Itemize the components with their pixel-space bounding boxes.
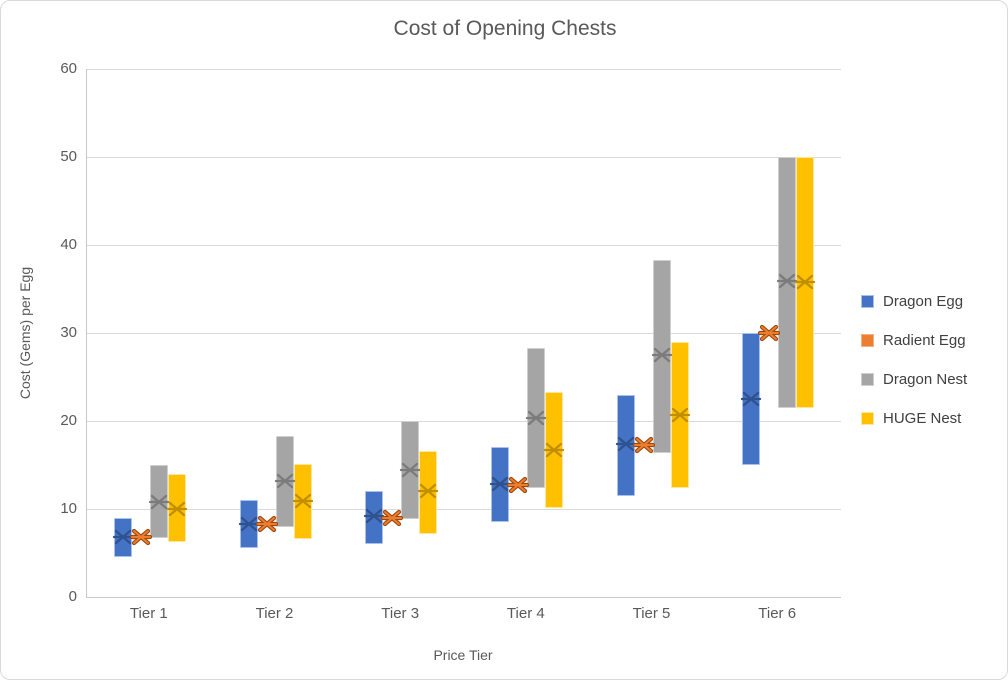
- mean-marker-huge-nest-tier-3[interactable]: [417, 482, 439, 500]
- x-tick-label: Tier 4: [506, 605, 545, 622]
- y-tick-label: 0: [68, 588, 77, 605]
- mean-marker-huge-nest-tier-2[interactable]: [292, 492, 314, 510]
- y-tick-label: 30: [60, 324, 77, 341]
- legend-swatch-dragon-egg: [861, 295, 874, 308]
- legend-label: Dragon Nest: [883, 371, 968, 388]
- mean-marker-dragon-nest-tier-5[interactable]: [651, 346, 673, 364]
- mean-marker-radient-egg-tier-5[interactable]: [632, 436, 655, 454]
- mean-marker-dragon-egg-tier-2[interactable]: [238, 515, 260, 533]
- mean-marker-huge-nest-tier-5[interactable]: [669, 406, 691, 424]
- legend-label: HUGE Nest: [883, 410, 962, 427]
- mean-marker-huge-nest-tier-4[interactable]: [543, 441, 565, 459]
- x-tick-label: Tier 1: [129, 605, 168, 622]
- legend-item-radient-egg[interactable]: Radient Egg: [861, 332, 967, 349]
- x-tick-label: Tier 3: [381, 605, 420, 622]
- legend: Dragon Egg Radient Egg Dragon Nest HUGE Nes…: [861, 293, 967, 449]
- legend-item-huge-nest[interactable]: HUGE Nest: [861, 410, 967, 427]
- mean-marker-dragon-nest-tier-3[interactable]: [399, 461, 421, 479]
- y-tick-label: 60: [60, 60, 77, 77]
- gridline: [87, 244, 841, 246]
- mean-marker-dragon-egg-tier-4[interactable]: [489, 475, 511, 493]
- y-tick-label: 20: [60, 412, 77, 429]
- y-tick-label: 40: [60, 236, 77, 253]
- mean-marker-dragon-egg-tier-3[interactable]: [363, 507, 385, 525]
- mean-marker-huge-nest-tier-1[interactable]: [166, 500, 188, 518]
- x-axis-title: Price Tier: [433, 647, 493, 663]
- y-tick-label: 10: [60, 500, 77, 517]
- mean-marker-radient-egg-tier-2[interactable]: [255, 515, 278, 533]
- x-tick-label: Tier 5: [632, 605, 671, 622]
- mean-marker-dragon-egg-tier-5[interactable]: [615, 435, 637, 453]
- gridline: [87, 68, 841, 70]
- legend-swatch-huge-nest: [861, 412, 874, 425]
- mean-marker-radient-egg-tier-1[interactable]: [129, 528, 152, 546]
- gridline: [87, 332, 841, 334]
- mean-marker-radient-egg-tier-3[interactable]: [381, 509, 404, 527]
- mean-marker-dragon-nest-tier-2[interactable]: [274, 472, 296, 490]
- mean-marker-radient-egg-tier-6[interactable]: [758, 324, 781, 342]
- gridline: [87, 156, 841, 158]
- mean-marker-dragon-nest-tier-1[interactable]: [148, 493, 170, 511]
- gridline: [87, 420, 841, 422]
- mean-marker-dragon-egg-tier-1[interactable]: [112, 528, 134, 546]
- mean-marker-dragon-nest-tier-6[interactable]: [776, 272, 798, 290]
- y-tick-label: 50: [60, 148, 77, 165]
- chart-title: Cost of Opening Chests: [393, 17, 617, 40]
- gridline: [87, 508, 841, 510]
- mean-marker-dragon-nest-tier-4[interactable]: [525, 409, 547, 427]
- legend-swatch-dragon-nest: [861, 373, 874, 386]
- x-tick-label: Tier 2: [255, 605, 294, 622]
- plot-area: [86, 68, 841, 598]
- legend-item-dragon-egg[interactable]: Dragon Egg: [861, 293, 967, 310]
- mean-marker-radient-egg-tier-4[interactable]: [506, 476, 529, 494]
- mean-marker-dragon-egg-tier-6[interactable]: [740, 390, 762, 408]
- legend-swatch-radient-egg: [861, 334, 874, 347]
- legend-item-dragon-nest[interactable]: Dragon Nest: [861, 371, 967, 388]
- legend-label: Radient Egg: [883, 332, 966, 349]
- x-tick-label: Tier 6: [758, 605, 797, 622]
- legend-label: Dragon Egg: [883, 293, 964, 310]
- mean-marker-huge-nest-tier-6[interactable]: [794, 273, 816, 291]
